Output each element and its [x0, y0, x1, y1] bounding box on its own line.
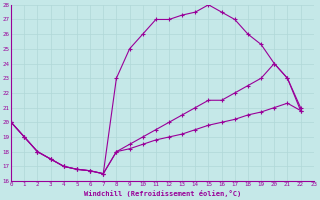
X-axis label: Windchill (Refroidissement éolien,°C): Windchill (Refroidissement éolien,°C)	[84, 190, 241, 197]
